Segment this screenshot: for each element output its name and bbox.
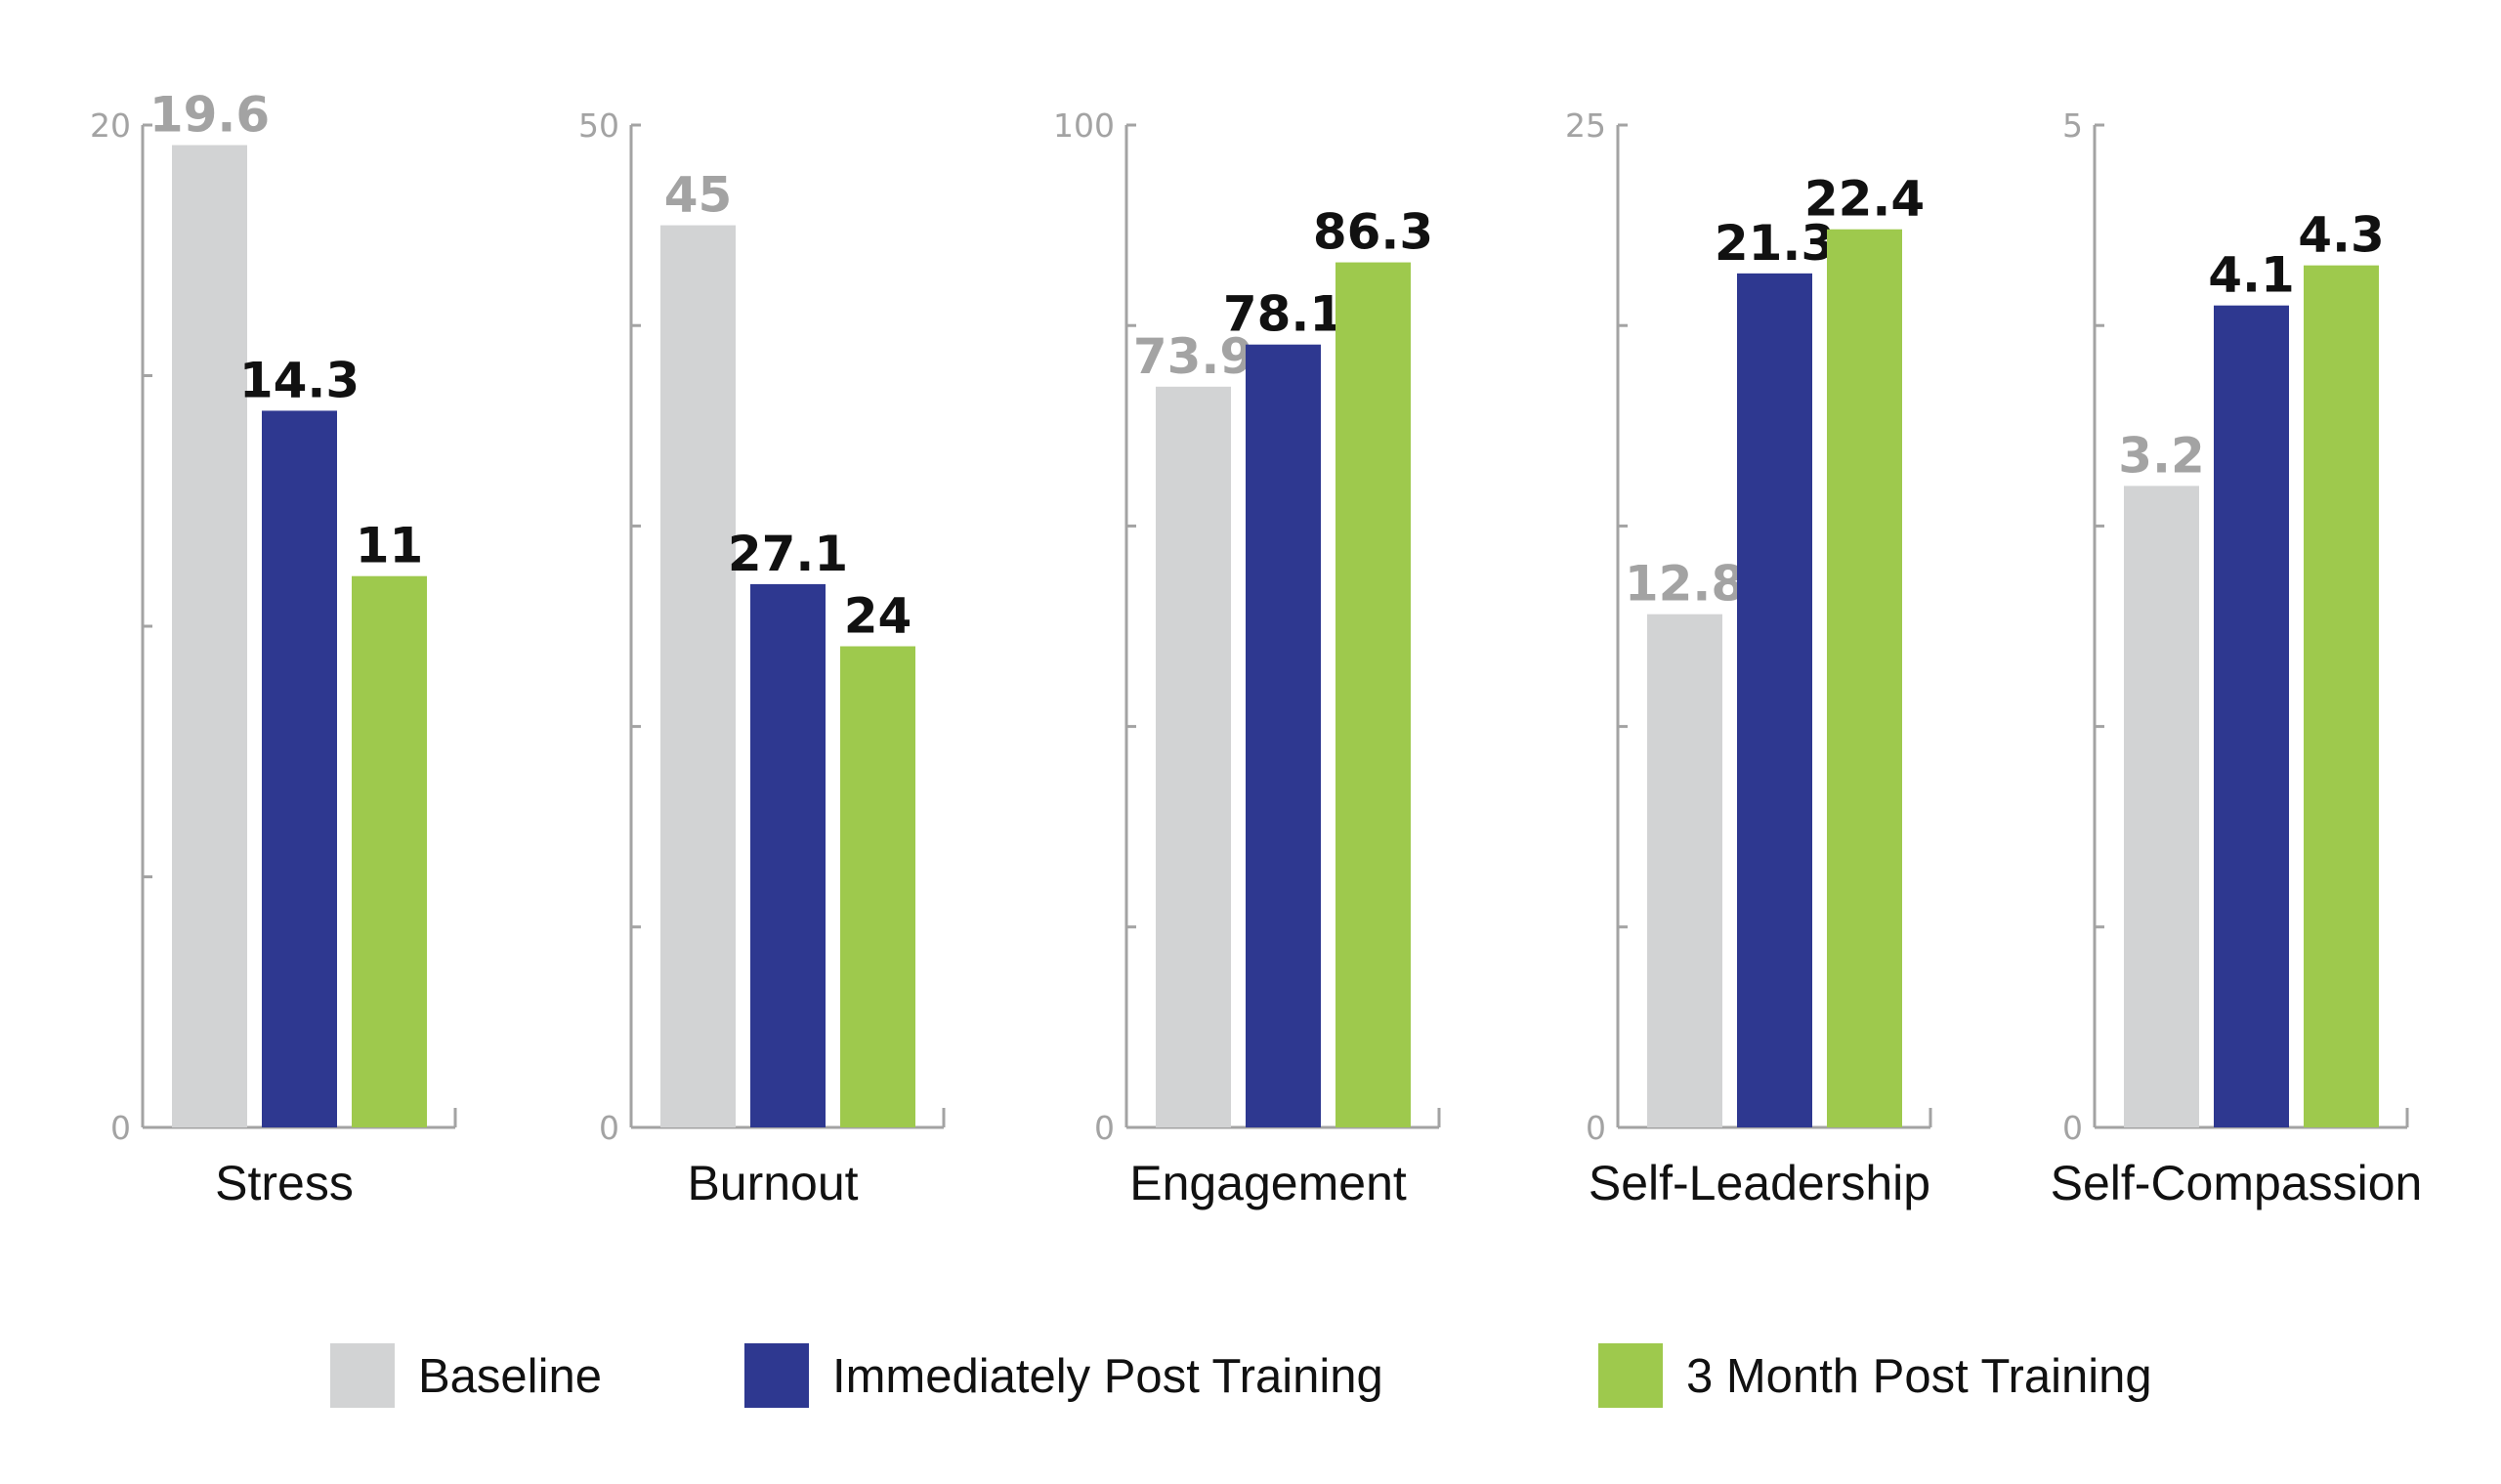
engagement-value-label-3-month-post-training: 86.3 bbox=[1313, 204, 1433, 261]
burnout-value-label-immediately-post-training: 27.1 bbox=[728, 526, 848, 582]
burnout-bar-3-month-post-training bbox=[840, 646, 915, 1127]
self-compassion-bar-3-month-post-training bbox=[2304, 265, 2379, 1127]
stress-bar-baseline bbox=[172, 145, 247, 1127]
burnout-bar-baseline bbox=[660, 225, 736, 1128]
self-leadership-bar-3-month-post-training bbox=[1827, 229, 1902, 1128]
self-compassion-bar-immediately-post-training bbox=[2214, 305, 2289, 1127]
legend-swatch-3-month-post-training bbox=[1598, 1343, 1663, 1408]
legend-label-baseline: Baseline bbox=[418, 1350, 602, 1403]
legend-swatch-baseline bbox=[330, 1343, 395, 1408]
self-leadership-value-label-immediately-post-training: 21.3 bbox=[1715, 215, 1835, 272]
self-compassion-value-label-baseline: 3.2 bbox=[2118, 427, 2205, 484]
self-leadership-bar-baseline bbox=[1647, 614, 1722, 1127]
self-compassion-value-label-3-month-post-training: 4.3 bbox=[2298, 207, 2385, 264]
engagement-value-label-baseline: 73.9 bbox=[1133, 328, 1253, 385]
self-compassion-bar-baseline bbox=[2124, 486, 2199, 1127]
burnout-value-label-baseline: 45 bbox=[664, 167, 733, 224]
self-leadership-tick-label-max: 25 bbox=[1565, 106, 1606, 145]
engagement-value-label-immediately-post-training: 78.1 bbox=[1223, 286, 1343, 343]
burnout-value-label-3-month-post-training: 24 bbox=[844, 588, 912, 645]
burnout-tick-label-max: 50 bbox=[578, 106, 619, 145]
legend-swatch-immediately-post-training bbox=[744, 1343, 809, 1408]
engagement-category-label: Engagement bbox=[1129, 1156, 1407, 1210]
self-leadership-value-label-baseline: 12.8 bbox=[1625, 556, 1745, 613]
self-compassion-tick-label-max: 5 bbox=[2062, 106, 2083, 145]
self-leadership-tick-label-min: 0 bbox=[1586, 1109, 1606, 1147]
engagement-tick-label-min: 0 bbox=[1094, 1109, 1115, 1147]
burnout-tick-label-min: 0 bbox=[599, 1109, 619, 1147]
stress-value-label-3-month-post-training: 11 bbox=[356, 518, 424, 574]
stress-bar-immediately-post-training bbox=[262, 410, 337, 1127]
legend-label-immediately-post-training: Immediately Post Training bbox=[832, 1350, 1383, 1403]
stress-category-label: Stress bbox=[215, 1156, 354, 1210]
self-leadership-value-label-3-month-post-training: 22.4 bbox=[1804, 171, 1925, 228]
self-compassion-value-label-immediately-post-training: 4.1 bbox=[2208, 247, 2295, 304]
engagement-bar-3-month-post-training bbox=[1335, 262, 1411, 1127]
engagement-bar-immediately-post-training bbox=[1246, 344, 1321, 1128]
engagement-tick-label-max: 100 bbox=[1053, 106, 1115, 145]
self-leadership-bar-immediately-post-training bbox=[1737, 273, 1812, 1127]
stress-tick-label-max: 20 bbox=[90, 106, 131, 145]
stress-value-label-baseline: 19.6 bbox=[149, 87, 270, 144]
burnout-bar-immediately-post-training bbox=[750, 583, 826, 1127]
burnout-category-label: Burnout bbox=[687, 1156, 858, 1210]
stress-tick-label-min: 0 bbox=[110, 1109, 131, 1147]
self-leadership-category-label: Self-Leadership bbox=[1589, 1156, 1930, 1210]
stress-bar-3-month-post-training bbox=[352, 575, 427, 1127]
self-compassion-tick-label-min: 0 bbox=[2062, 1109, 2083, 1147]
self-compassion-category-label: Self-Compassion bbox=[2051, 1156, 2423, 1210]
legend-label-3-month-post-training: 3 Month Post Training bbox=[1686, 1350, 2152, 1403]
engagement-bar-baseline bbox=[1156, 386, 1231, 1127]
stress-value-label-immediately-post-training: 14.3 bbox=[239, 352, 360, 408]
